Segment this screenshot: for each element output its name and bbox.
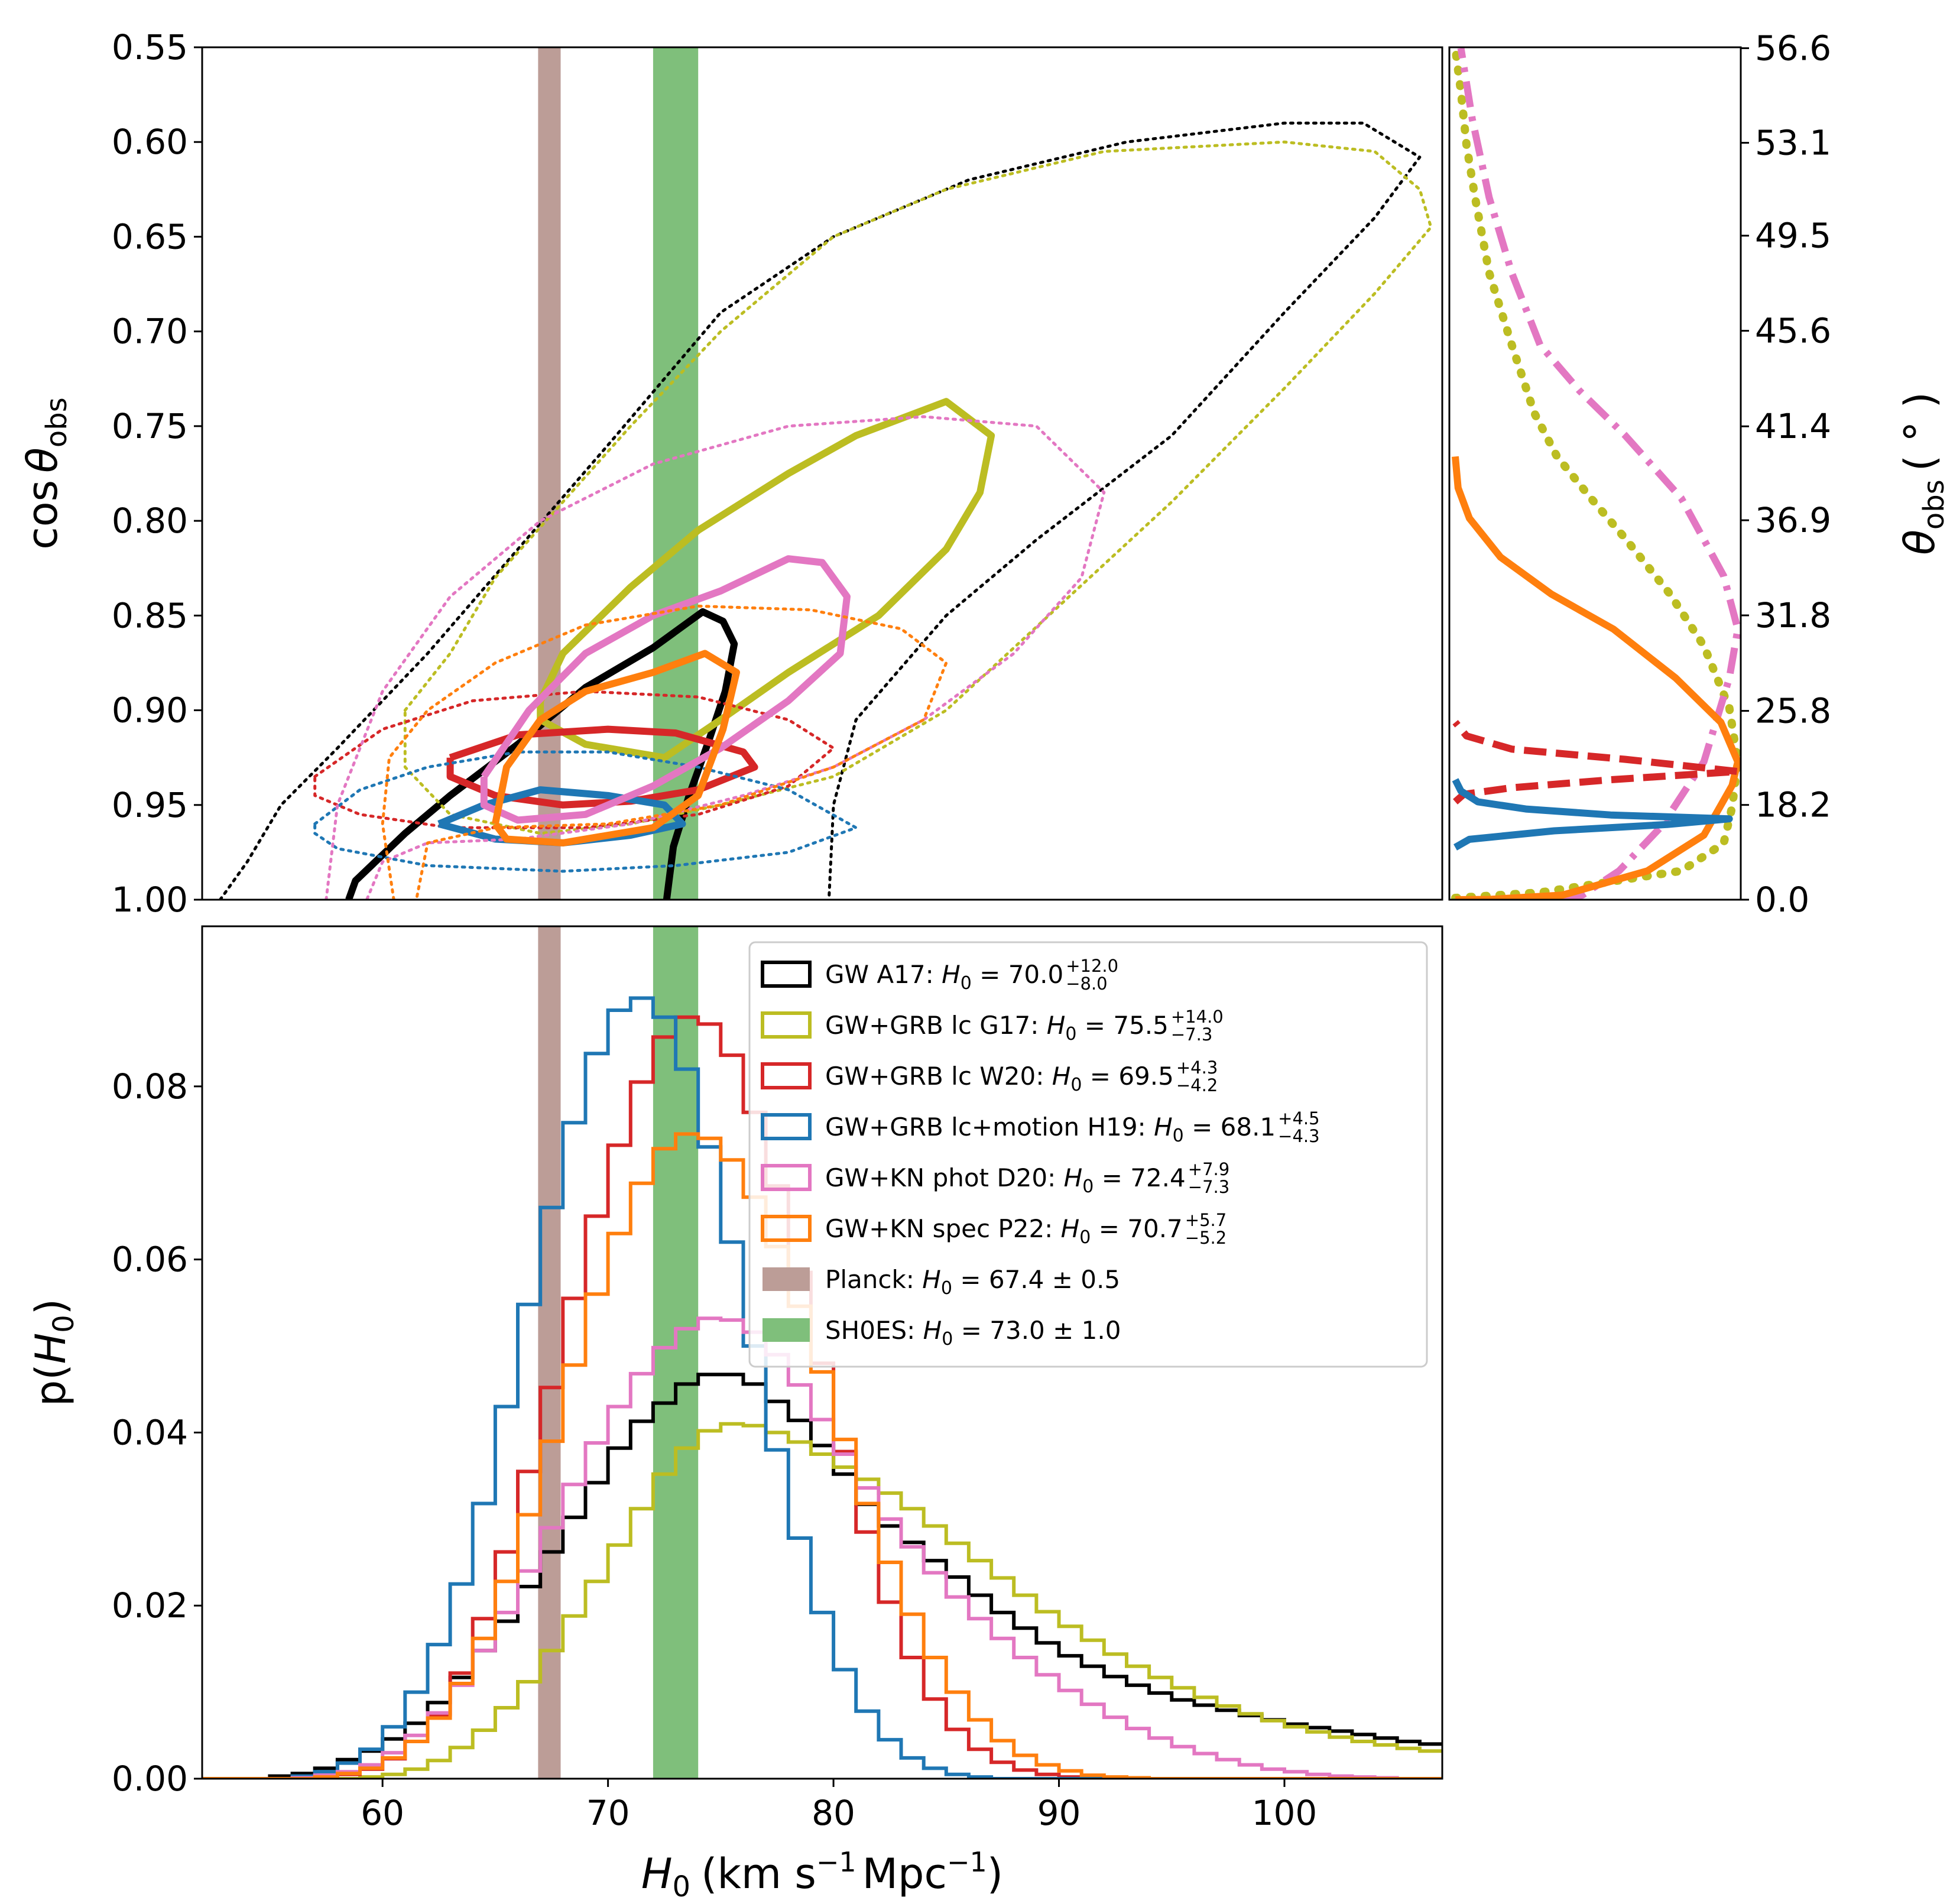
planck-band	[538, 47, 561, 900]
gw-grb-lc-w20-theta-line	[1452, 719, 1741, 805]
theta-ytick-label: 56.6	[1755, 28, 1831, 69]
histogram-ytick-label: 0.08	[112, 1066, 188, 1107]
legend-lower-error: −7.3	[1188, 1177, 1229, 1197]
histogram-ytick-label: 0.02	[112, 1585, 188, 1626]
legend-entry-p22: GW+KN spec P22: H0 = 70.7 +5.7−5.2	[761, 1210, 1227, 1248]
panel-theta-marginal: 0.018.225.831.836.941.445.649.553.156.6 …	[1448, 28, 1950, 920]
gw-grb-lc-motion-h19-histogram	[202, 996, 1442, 1779]
contour-ytick-label: 0.75	[112, 406, 188, 446]
panel-histogram-frame	[201, 925, 1443, 1780]
legend-swatch	[761, 1062, 812, 1089]
legend-lower-error: −4.3	[1278, 1126, 1319, 1146]
histogram-xtick-label: 100	[1252, 1793, 1318, 1833]
legend-lower-error: −8.0	[1066, 974, 1107, 994]
legend-swatch	[761, 1164, 812, 1191]
legend-swatch	[763, 1318, 810, 1342]
gw-kn-spec-p22-theta-line	[1452, 456, 1741, 900]
legend-upper-error: +4.3	[1176, 1058, 1218, 1078]
contour-ytick-label: 0.55	[112, 27, 188, 67]
theta-ytick-label: 49.5	[1755, 216, 1831, 256]
legend-upper-error: +7.9	[1188, 1159, 1229, 1179]
legend-label: SH0ES: H0 = 73.0 ± 1.0	[825, 1316, 1121, 1350]
gw-grb-lc-g17-theta-line	[1451, 47, 1741, 900]
gw-grb-lc-motion-h19-theta-line	[1452, 778, 1733, 851]
theta-ytick-label: 45.6	[1755, 311, 1831, 351]
histogram-xtick-label: 80	[812, 1793, 855, 1833]
gw-kn-phot-d20-theta-line	[1457, 47, 1741, 900]
legend-entry-h19: GW+GRB lc+motion H19: H0 = 68.1 +4.5−4.3	[761, 1108, 1320, 1146]
gw-a17-contour-95	[219, 121, 1422, 900]
theta-ytick-label: 36.9	[1755, 500, 1831, 540]
contour-ytick-label: 0.85	[112, 595, 188, 635]
contour-ytick-label: 0.65	[112, 216, 188, 257]
contour-ytick-label: 0.90	[112, 690, 188, 731]
histogram-xtick-label: 60	[361, 1793, 404, 1833]
legend-frame	[748, 941, 1428, 1368]
legend-upper-error: +14.0	[1171, 1007, 1224, 1027]
legend-lower-error: −4.2	[1176, 1075, 1218, 1095]
legend-swatch	[761, 1113, 812, 1140]
gw-grb-lc-motion-h19-contour-95	[313, 750, 858, 873]
legend-label: GW+GRB lc+motion H19: H0 = 68.1	[825, 1112, 1276, 1146]
histogram-ylabel: p(H0)	[27, 1299, 80, 1406]
legend-swatch	[763, 1267, 810, 1291]
panel-histogram: 60 70 80 90 100 0.00 0.02 0.04 0.06 0.08 p(H0) H…	[27, 925, 1443, 1903]
histogram-xlabel: H0 (km s−1 Mpc−1)	[641, 1846, 1003, 1903]
gw-kn-spec-p22-contour-68	[492, 650, 740, 846]
gw-kn-spec-p22-contour-95	[381, 604, 948, 900]
histogram-ytick-label: 0.06	[112, 1240, 188, 1280]
legend-lower-error: −7.3	[1171, 1024, 1212, 1045]
theta-ytick-label: 41.4	[1755, 406, 1831, 446]
legend-swatch	[761, 1011, 812, 1039]
histogram-xtick-label: 70	[586, 1793, 630, 1833]
legend-entry-d20: GW+KN phot D20: H0 = 72.4 +7.9−7.3	[761, 1159, 1229, 1197]
theta-ylabel: θobs( ° )	[1896, 392, 1950, 555]
legend-lower-error: −5.2	[1185, 1228, 1227, 1248]
legend-swatch	[761, 1215, 812, 1242]
histogram-ytick-label: 0.00	[112, 1759, 188, 1799]
legend-label: GW+KN spec P22: H0 = 70.7	[825, 1214, 1183, 1248]
legend-entry-shoes: SH0ES: H0 = 73.0 ± 1.0	[763, 1316, 1121, 1350]
theta-ytick-label: 53.1	[1755, 123, 1831, 163]
legend-entry-planck: Planck: H0 = 67.4 ± 0.5	[763, 1265, 1120, 1299]
legend-upper-error: +12.0	[1066, 956, 1118, 976]
contour-ytick-label: 0.95	[112, 785, 188, 825]
theta-ytick-label: 18.2	[1755, 785, 1831, 825]
gw-a17-contour-68	[345, 608, 738, 900]
legend-swatch	[761, 961, 812, 988]
legend: GW A17: H0 = 70.0 +12.0−8.0 GW+GRB lc G17:…	[748, 941, 1428, 1368]
legend-upper-error: +5.7	[1185, 1210, 1227, 1230]
contour-ytick-label: 1.00	[112, 880, 188, 920]
histogram-xtick-label: 90	[1037, 1793, 1081, 1833]
legend-label: GW+GRB lc W20: H0 = 69.5	[825, 1062, 1174, 1095]
legend-label: GW+KN phot D20: H0 = 72.4	[825, 1163, 1186, 1197]
gw-grb-lc-g17-contour-68	[537, 398, 995, 761]
legend-label: GW A17: H0 = 70.0	[825, 960, 1063, 994]
panel-theta-frame	[1448, 46, 1742, 901]
panel-contour-frame	[201, 46, 1443, 901]
contour-ytick-label: 0.70	[112, 312, 188, 352]
planck-band	[538, 926, 561, 1779]
legend-entry-g17: GW+GRB lc G17: H0 = 75.5 +14.0−7.3	[761, 1007, 1224, 1045]
theta-ytick-label: 25.8	[1755, 691, 1831, 731]
theta-ytick-label: 31.8	[1755, 595, 1831, 635]
gw-kn-phot-d20-contour-95	[325, 415, 1106, 900]
contour-ytick-label: 0.80	[112, 501, 188, 541]
theta-ytick-label: 0.0	[1755, 880, 1809, 920]
contour-ylabel: cosθobs	[18, 397, 73, 549]
gw-grb-lc-w20-contour-68	[446, 725, 758, 809]
legend-label: Planck: H0 = 67.4 ± 0.5	[825, 1265, 1120, 1299]
contour-ytick-label: 0.60	[112, 122, 188, 162]
gw-grb-lc-w20-contour-95	[313, 690, 835, 829]
legend-upper-error: +4.5	[1278, 1108, 1319, 1128]
legend-entry-w20: GW+GRB lc W20: H0 = 69.5 +4.3−4.2	[761, 1058, 1218, 1095]
histogram-ytick-label: 0.04	[112, 1412, 188, 1452]
gw-a17-histogram	[202, 1373, 1442, 1779]
legend-label: GW+GRB lc G17: H0 = 75.5	[825, 1011, 1169, 1045]
gw-kn-phot-d20-histogram	[202, 1316, 1442, 1779]
gw-kn-phot-d20-contour-68	[480, 555, 851, 824]
panel-contour: 0.55 0.60 0.65 0.70 0.75 0.80 0.85 0.90 0.95 1.00…	[18, 27, 1443, 920]
legend-entry-a17: GW A17: H0 = 70.0 +12.0−8.0	[761, 956, 1118, 994]
